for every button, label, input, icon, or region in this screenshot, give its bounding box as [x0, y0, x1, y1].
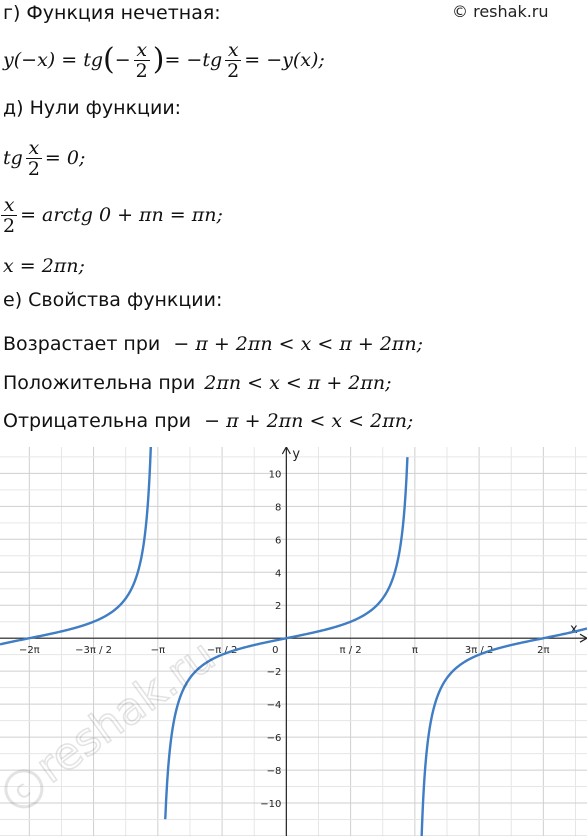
watermark: © reshak.ru	[452, 2, 549, 21]
axes	[0, 447, 587, 836]
y-tick-label: 4	[275, 568, 281, 579]
eq-lhs: y(−x) = tg	[3, 49, 103, 71]
grid	[0, 447, 587, 836]
curve-branch-1	[0, 447, 152, 646]
zeros-line-3: x = 2πn;	[3, 255, 85, 277]
x-tick-label: π / 2	[340, 645, 362, 656]
zeros-fraction-1: x 2	[25, 136, 42, 180]
y-tick-label: 2	[275, 601, 281, 612]
diagonal-watermark: c reshak.ru	[4, 629, 220, 809]
eq-close-paren: )	[152, 42, 165, 77]
y-tick-label: 10	[269, 469, 282, 480]
eq-rhs: = −y(x);	[244, 49, 325, 71]
section-d-heading: д) Нули функции:	[3, 97, 182, 119]
tangent-graph: x y −2π −3π / 2 −π −π / 2 π / 2 π 3π / 2 2π 10 8 6 4 2…	[0, 447, 587, 836]
zeros-fraction-2: x 2	[1, 193, 18, 237]
eq-mid: = −tg	[164, 49, 223, 71]
curve-branch-3	[420, 627, 587, 836]
y-tick-label: −4	[267, 700, 282, 711]
eq-open-paren: (	[103, 42, 115, 77]
zeros-line-2: x 2 = arctg 0 + πn = πn;	[1, 193, 223, 237]
section-e-heading: е) Свойства функции:	[3, 289, 223, 311]
odd-function-equation: y(−x) = tg ( − x 2 ) = −tg x 2 = −y(x);	[3, 35, 325, 85]
eq-fraction-2: x 2	[225, 38, 242, 82]
x-tick-label: 3π / 2	[465, 645, 493, 656]
y-tick-label: −6	[267, 733, 282, 744]
section-g-heading: г) Функция нечетная:	[3, 2, 221, 24]
property-increasing: Возрастает при − π + 2πn < x < π + 2πn;	[3, 333, 424, 355]
x-tick-label: −π	[151, 645, 165, 656]
tick-labels: x y −2π −3π / 2 −π −π / 2 π / 2 π 3π / 2 2π 10 8 6 4 2…	[19, 447, 578, 810]
y-axis-arrow	[281, 447, 291, 455]
y-tick-label: −8	[267, 766, 282, 777]
diagonal-watermark-text: reshak.ru	[27, 630, 220, 793]
eq-minus: −	[114, 49, 131, 71]
y-tick-label: −10	[260, 799, 281, 810]
x-tick-label: −2π	[19, 645, 40, 656]
y-tick-label: −2	[267, 667, 282, 678]
curve-branch-2	[164, 457, 409, 820]
origin-label: 0	[272, 645, 278, 656]
x-axis-arrow	[579, 633, 587, 643]
x-tick-label: −π / 2	[207, 645, 238, 656]
x-axis-label: x	[570, 622, 578, 637]
property-negative: Отрицательна при − π + 2πn < x < 2πn;	[3, 410, 414, 432]
y-axis-label: y	[292, 447, 300, 462]
eq-fraction-1: x 2	[133, 38, 150, 82]
zeros-line-1: tg x 2 = 0;	[3, 136, 86, 180]
x-tick-label: π	[412, 645, 418, 656]
y-tick-label: 8	[275, 502, 281, 513]
curves	[0, 447, 587, 836]
x-tick-label: −3π / 2	[75, 645, 112, 656]
x-tick-label: 2π	[537, 645, 549, 656]
y-tick-label: 6	[275, 535, 281, 546]
property-positive: Положительна при 2πn < x < π + 2πn;	[3, 372, 392, 394]
